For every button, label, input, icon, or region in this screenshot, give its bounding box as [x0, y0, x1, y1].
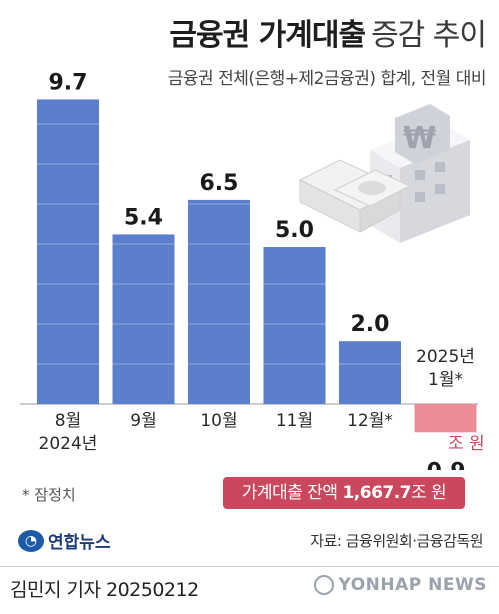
- yonhap-watermark-icon: [313, 575, 334, 595]
- chart-subtitle: 금융권 전체(은행+제2금융권) 합계, 전월 대비: [167, 69, 487, 89]
- yonhap-logo: ◔ 연합뉴스: [18, 528, 111, 553]
- bank-money-icon: ₩: [298, 104, 470, 243]
- bar-0: [37, 99, 99, 405]
- negative-value-unit: 조 원: [448, 434, 485, 454]
- watermark: YONHAP NEWS: [313, 575, 487, 595]
- value-label-2: 6.5: [200, 171, 239, 196]
- balance-label: 가계대출 잔액: [241, 483, 338, 503]
- tick-label-3: 11월: [276, 411, 313, 431]
- tick-label-1: 9월: [130, 411, 156, 431]
- tick-label-5: 2025년 1월*: [416, 347, 475, 390]
- value-label-5: -0.9: [417, 459, 465, 470]
- author-date: 김민지 기자 20250212: [10, 579, 199, 601]
- value-label-1: 5.4: [124, 205, 163, 230]
- watermark-text: YONHAP NEWS: [338, 575, 487, 595]
- bar-5: [414, 404, 477, 433]
- note: * 잠정치: [22, 486, 76, 504]
- balance-unit: 조 원: [411, 483, 447, 503]
- value-label-0: 9.7: [49, 70, 88, 95]
- title-strong: 금융권 가계대출: [169, 18, 366, 53]
- chart-title: 금융권 가계대출 증감 추이: [0, 10, 487, 54]
- title-light: 증감 추이: [371, 18, 487, 53]
- yonhap-logo-icon: ◔: [18, 529, 44, 552]
- bar-3: [263, 247, 326, 404]
- bar-1: [112, 234, 175, 404]
- bar-4: [339, 341, 401, 404]
- tick-label-0: 8월 2024년: [39, 411, 98, 454]
- tick-label-4: 12월*: [347, 411, 393, 431]
- value-label-3: 5.0: [275, 218, 314, 243]
- bar-2: [188, 199, 250, 404]
- value-label-4: 2.0: [351, 312, 390, 337]
- source-text: 자료: 금융위원회·금융감독원: [310, 532, 483, 550]
- tick-label-2: 10월: [200, 411, 237, 431]
- divider: [0, 566, 499, 567]
- svg-text:₩: ₩: [403, 121, 436, 156]
- balance-badge: 가계대출 잔액 1,667.7조 원: [223, 477, 465, 509]
- balance-value: 1,667.7: [342, 483, 412, 503]
- logo-text: 연합뉴스: [48, 533, 111, 553]
